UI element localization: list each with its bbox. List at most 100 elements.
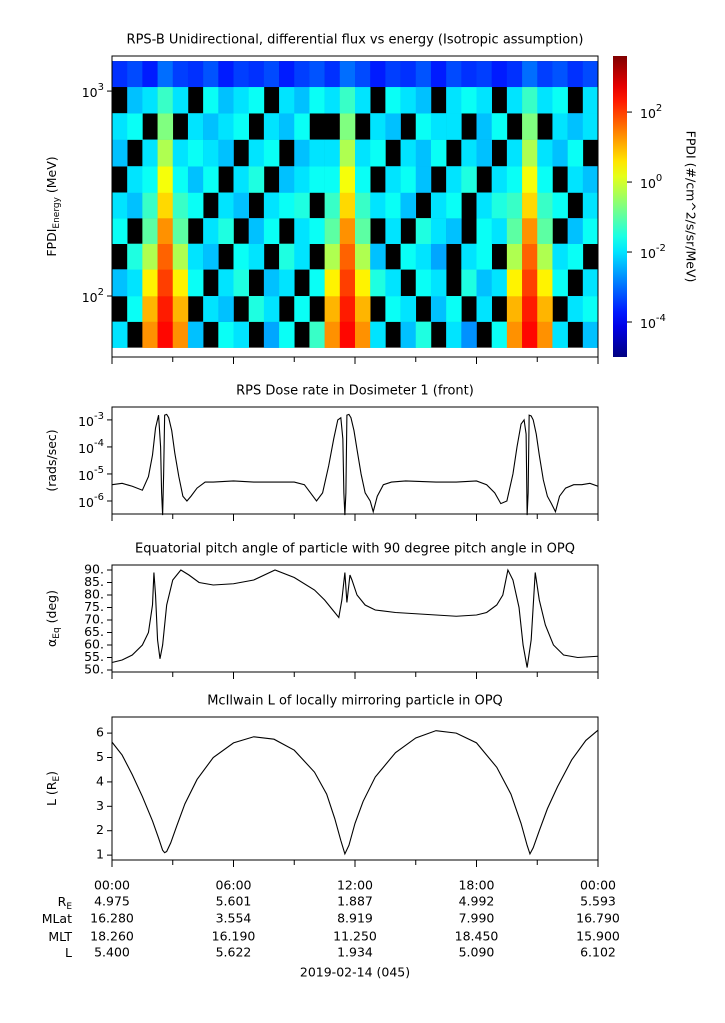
- heatmap-cell: [506, 269, 523, 297]
- heatmap-cell: [339, 243, 356, 270]
- y-tick-label: 70.: [84, 612, 104, 627]
- heatmap-cell: [263, 113, 280, 140]
- heatmap-cell: [309, 61, 325, 88]
- heatmap-cell: [461, 269, 477, 297]
- heatmap-cell: [218, 61, 234, 88]
- heatmap-cell: [476, 269, 492, 297]
- heatmap-cell: [339, 321, 356, 348]
- heatmap-cell: [537, 192, 553, 219]
- ephemeris-value: 6.102: [580, 945, 616, 960]
- heatmap-cell: [187, 243, 204, 270]
- heatmap-cell: [279, 61, 295, 88]
- x-tick-label: 06:00: [215, 878, 251, 893]
- heatmap-cell: [157, 113, 174, 140]
- heatmap-cell: [522, 243, 538, 270]
- ephemeris-row-name: L: [65, 945, 72, 960]
- heatmap-cell: [446, 296, 462, 322]
- heatmap-cell: [142, 269, 158, 297]
- heatmap-cell: [127, 61, 143, 88]
- heatmap-cell: [142, 218, 158, 244]
- heatmap-cell: [461, 139, 477, 167]
- heatmap-cell: [112, 61, 128, 88]
- y-tick-label: 102: [82, 287, 104, 305]
- heatmap-cell: [552, 139, 568, 167]
- heatmap-cell: [142, 321, 158, 348]
- heatmap-cell: [203, 113, 219, 140]
- heatmap-cell: [142, 243, 158, 270]
- x-tick-label: 12:00: [337, 878, 373, 893]
- heatmap-cell: [552, 269, 568, 297]
- heatmap-cell: [203, 296, 219, 322]
- y-tick-label: 80.: [84, 587, 104, 602]
- heatmap-cell: [127, 113, 143, 140]
- heatmap-cell: [355, 61, 371, 88]
- heatmap-cell: [537, 166, 553, 193]
- heatmap-cell: [187, 192, 204, 219]
- heatmap-cell: [355, 243, 371, 270]
- heatmap-cell: [415, 61, 432, 88]
- y-tick-label: 103: [82, 82, 104, 100]
- heatmap-cell: [157, 86, 174, 114]
- heatmap-cell: [309, 218, 325, 244]
- heatmap-cell: [279, 113, 295, 140]
- ephemeris-value: 7.990: [459, 911, 495, 926]
- heatmap-cell: [279, 243, 295, 270]
- y-tick-label: 75.: [84, 599, 104, 614]
- x-tick-label: 00:00: [94, 878, 130, 893]
- heatmap-cell: [430, 296, 447, 322]
- y-axis-label: αEq (deg): [44, 590, 62, 647]
- heatmap-cell: [324, 296, 341, 322]
- heatmap-cell: [537, 218, 553, 244]
- heatmap-cell: [263, 192, 280, 219]
- heatmap-cell: [142, 139, 158, 167]
- panel-title: McIlwain L of locally mirroring particle…: [207, 694, 503, 709]
- ephemeris-value: 4.992: [459, 894, 495, 909]
- heatmap-cell: [233, 269, 249, 297]
- ephemeris-value: 8.919: [337, 911, 373, 926]
- heatmap-cell: [385, 269, 401, 297]
- heatmap-cell: [279, 321, 295, 348]
- heatmap-cell: [248, 166, 265, 193]
- heatmap-cell: [400, 166, 417, 193]
- heatmap-cell: [263, 218, 280, 244]
- heatmap-cell: [127, 296, 143, 322]
- heatmap-cell: [476, 113, 492, 140]
- heatmap-cell: [506, 296, 523, 322]
- ephemeris-row-name: MLT: [48, 929, 72, 944]
- heatmap-cell: [567, 139, 584, 167]
- heatmap-cell: [506, 321, 523, 348]
- heatmap-cell: [355, 296, 371, 322]
- heatmap-cell: [537, 296, 553, 322]
- heatmap-cell: [370, 269, 386, 297]
- heatmap-cell: [582, 269, 599, 297]
- heatmap-cell: [552, 113, 568, 140]
- heatmap-cell: [491, 192, 508, 219]
- heatmap-cell: [248, 243, 265, 270]
- heatmap-cell: [339, 192, 356, 219]
- y-tick-label: 85.: [84, 574, 104, 589]
- heatmap-cell: [142, 86, 158, 114]
- heatmap-cell: [187, 166, 204, 193]
- heatmap-cell: [522, 139, 538, 167]
- heatmap-cell: [263, 61, 280, 88]
- heatmap-cell: [552, 61, 568, 88]
- y-axis-label: FPDIEnergy (MeV): [44, 156, 62, 256]
- heatmap-cell: [203, 86, 219, 114]
- y-tick-label: 90.: [84, 562, 104, 577]
- heatmap-cell: [339, 61, 356, 88]
- heatmap-cell: [446, 218, 462, 244]
- heatmap-cell: [415, 139, 432, 167]
- heatmap-cell: [522, 269, 538, 297]
- heatmap-cell: [339, 166, 356, 193]
- heatmap-cell: [172, 218, 189, 244]
- heatmap-cell: [355, 139, 371, 167]
- heatmap-cell: [339, 86, 356, 114]
- heatmap-cell: [567, 243, 584, 270]
- heatmap-cell: [415, 113, 432, 140]
- heatmap-cell: [385, 113, 401, 140]
- heatmap-cell: [248, 296, 265, 322]
- heatmap-cell: [370, 139, 386, 167]
- heatmap-cell: [112, 192, 128, 219]
- heatmap-cell: [233, 61, 249, 88]
- heatmap-cell: [430, 269, 447, 297]
